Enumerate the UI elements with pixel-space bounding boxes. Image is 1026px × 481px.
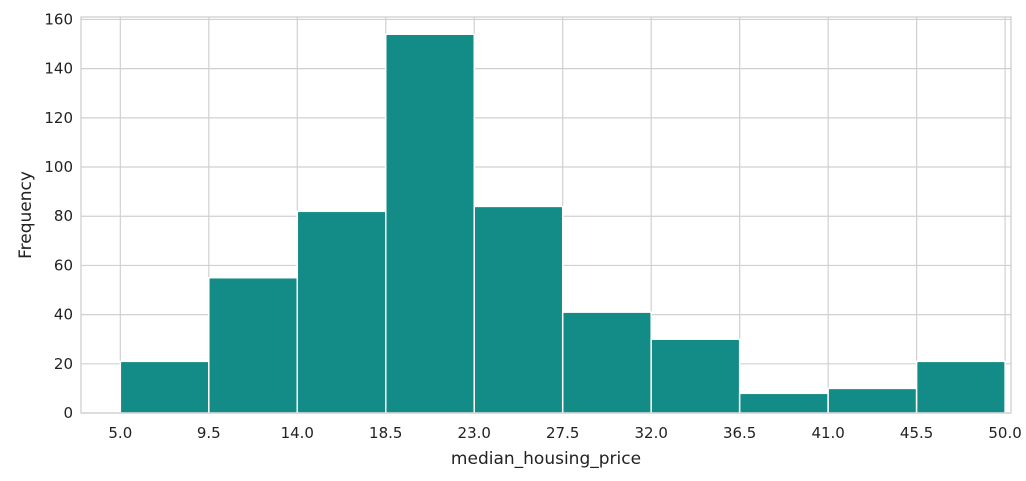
- x-tick-label: 41.0: [811, 424, 844, 442]
- x-tick-label: 14.0: [281, 424, 314, 442]
- histogram-bar: [827, 387, 918, 414]
- x-tick-label: 9.5: [197, 424, 221, 442]
- y-tick-label: 20: [54, 355, 73, 373]
- histogram-bar: [915, 360, 1006, 414]
- histogram-bar: [650, 338, 741, 414]
- histogram-bar: [561, 311, 652, 414]
- bars-layer: [119, 33, 1006, 414]
- y-axis-title: Frequency: [16, 171, 36, 259]
- y-tick-label: 140: [44, 60, 73, 78]
- x-tick-label: 5.0: [108, 424, 132, 442]
- histogram-bar: [119, 360, 210, 414]
- y-axis-ticks: 0 20 40 60 80 100 120 140 160: [44, 10, 73, 422]
- y-tick-label: 80: [54, 207, 73, 225]
- y-tick-label: 60: [54, 256, 73, 274]
- y-tick-label: 160: [44, 10, 73, 28]
- x-tick-label: 18.5: [369, 424, 402, 442]
- histogram-bar: [296, 210, 387, 414]
- x-axis-title: median_housing_price: [451, 449, 641, 469]
- histogram-bar: [473, 205, 564, 414]
- histogram-bar: [385, 33, 475, 414]
- x-tick-label: 23.0: [458, 424, 491, 442]
- x-tick-label: 45.5: [900, 424, 933, 442]
- x-tick-label: 27.5: [546, 424, 579, 442]
- x-tick-label: 32.0: [634, 424, 667, 442]
- y-tick-label: 100: [44, 158, 73, 176]
- histogram-bar: [738, 392, 829, 414]
- histogram-bar: [208, 276, 299, 414]
- x-tick-label: 50.0: [988, 424, 1021, 442]
- plot-frame: [80, 16, 1012, 414]
- y-tick-label: 0: [63, 404, 73, 422]
- x-tick-label: 36.5: [723, 424, 756, 442]
- y-tick-label: 120: [44, 109, 73, 127]
- y-tick-label: 40: [54, 306, 73, 324]
- x-axis-ticks: 5.0 9.5 14.0 18.5 23.0 27.5 32.0 36.5 41.0 45.5 50…: [108, 424, 1021, 442]
